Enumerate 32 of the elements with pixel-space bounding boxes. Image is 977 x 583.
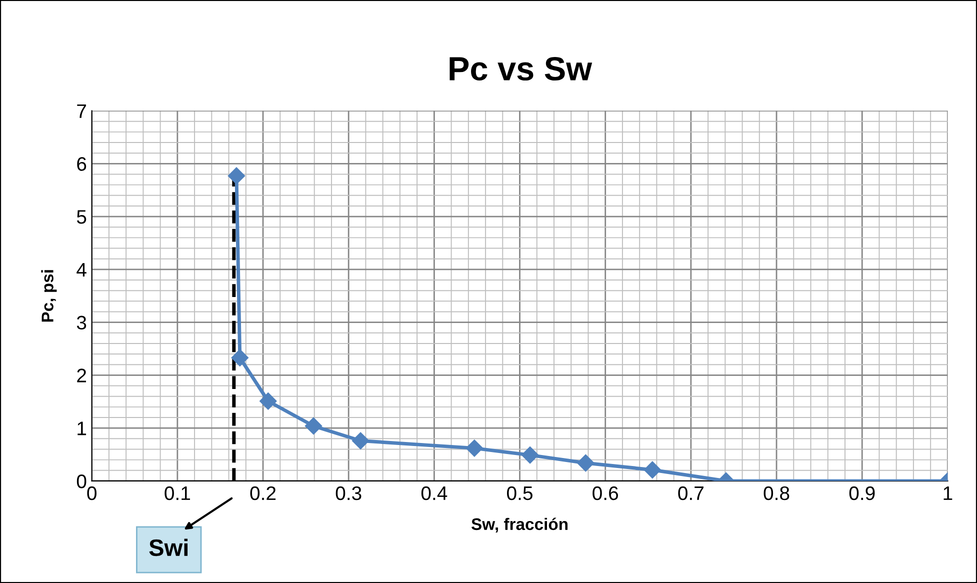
legend-label: Swi — [149, 538, 188, 556]
x-axis-title: Sw, fracción — [471, 518, 568, 533]
x-tick-label: 1 — [944, 486, 952, 500]
y-tick-label: 1 — [78, 422, 86, 436]
y-tick-label: 5 — [76, 210, 86, 224]
chart-title: Pc vs Sw — [450, 56, 592, 81]
point — [644, 461, 661, 478]
x-tick-label: 0.5 — [507, 486, 532, 500]
y-tick-label: 2 — [77, 368, 86, 382]
x-tick-label: 0.3 — [336, 486, 362, 500]
y-tick-label: 0 — [76, 474, 86, 488]
x-tick-label: 0.2 — [250, 486, 276, 500]
y-tick-label: 3 — [76, 316, 86, 330]
x-tick-label: 0.9 — [849, 486, 875, 500]
point — [521, 446, 539, 464]
point — [352, 432, 370, 450]
y-tick-label: 4 — [76, 263, 86, 276]
point — [466, 440, 483, 457]
x-tick-label: 0 — [87, 486, 96, 500]
point — [304, 417, 322, 435]
point — [231, 349, 248, 366]
point — [228, 167, 246, 184]
x-tick-label: 0.4 — [421, 486, 448, 500]
x-tick-label: 0.7 — [678, 486, 704, 500]
y-tick-label: 6 — [77, 157, 86, 171]
point — [577, 454, 594, 472]
x-tick-label: 0.8 — [764, 486, 790, 500]
point — [260, 392, 277, 410]
y-tick-label: 7 — [77, 104, 86, 118]
x-tick-label: 0.6 — [592, 486, 618, 500]
x-tick-label: 0.1 — [164, 486, 190, 500]
y-axis-title: Pc, psi — [41, 270, 57, 322]
